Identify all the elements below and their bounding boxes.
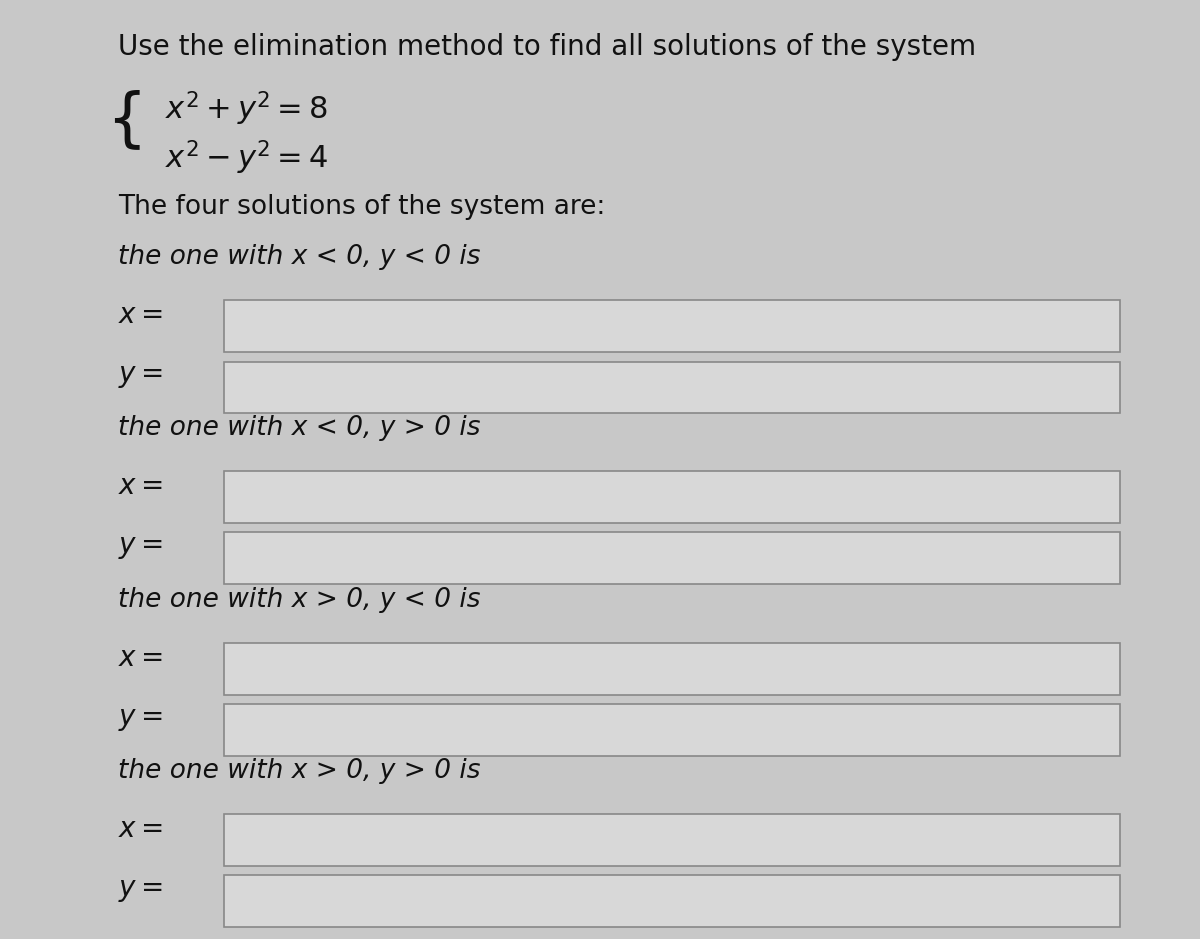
FancyBboxPatch shape — [224, 643, 1120, 695]
Text: {: { — [106, 89, 146, 151]
Text: the one with x < 0, y < 0 is: the one with x < 0, y < 0 is — [118, 244, 480, 270]
FancyBboxPatch shape — [224, 471, 1120, 523]
Text: $y =$: $y =$ — [118, 362, 163, 391]
FancyBboxPatch shape — [224, 875, 1120, 927]
Text: Use the elimination method to find all solutions of the system: Use the elimination method to find all s… — [118, 33, 976, 61]
Text: $y =$: $y =$ — [118, 705, 163, 733]
Text: the one with x > 0, y > 0 is: the one with x > 0, y > 0 is — [118, 758, 480, 784]
Text: $x =$: $x =$ — [118, 301, 163, 330]
Text: $y =$: $y =$ — [118, 876, 163, 904]
Text: $x^2 - y^2 = 4$: $x^2 - y^2 = 4$ — [166, 139, 328, 177]
FancyBboxPatch shape — [224, 362, 1120, 413]
FancyBboxPatch shape — [224, 704, 1120, 756]
FancyBboxPatch shape — [224, 300, 1120, 352]
Text: $x =$: $x =$ — [118, 815, 163, 843]
FancyBboxPatch shape — [224, 532, 1120, 584]
Text: the one with x > 0, y < 0 is: the one with x > 0, y < 0 is — [118, 587, 480, 613]
Text: the one with x < 0, y > 0 is: the one with x < 0, y > 0 is — [118, 415, 480, 441]
Text: $x^2 + y^2 = 8$: $x^2 + y^2 = 8$ — [166, 89, 328, 128]
Text: $y =$: $y =$ — [118, 533, 163, 562]
Text: The four solutions of the system are:: The four solutions of the system are: — [118, 194, 605, 221]
Text: $x =$: $x =$ — [118, 644, 163, 672]
FancyBboxPatch shape — [224, 814, 1120, 866]
Text: $x =$: $x =$ — [118, 472, 163, 500]
